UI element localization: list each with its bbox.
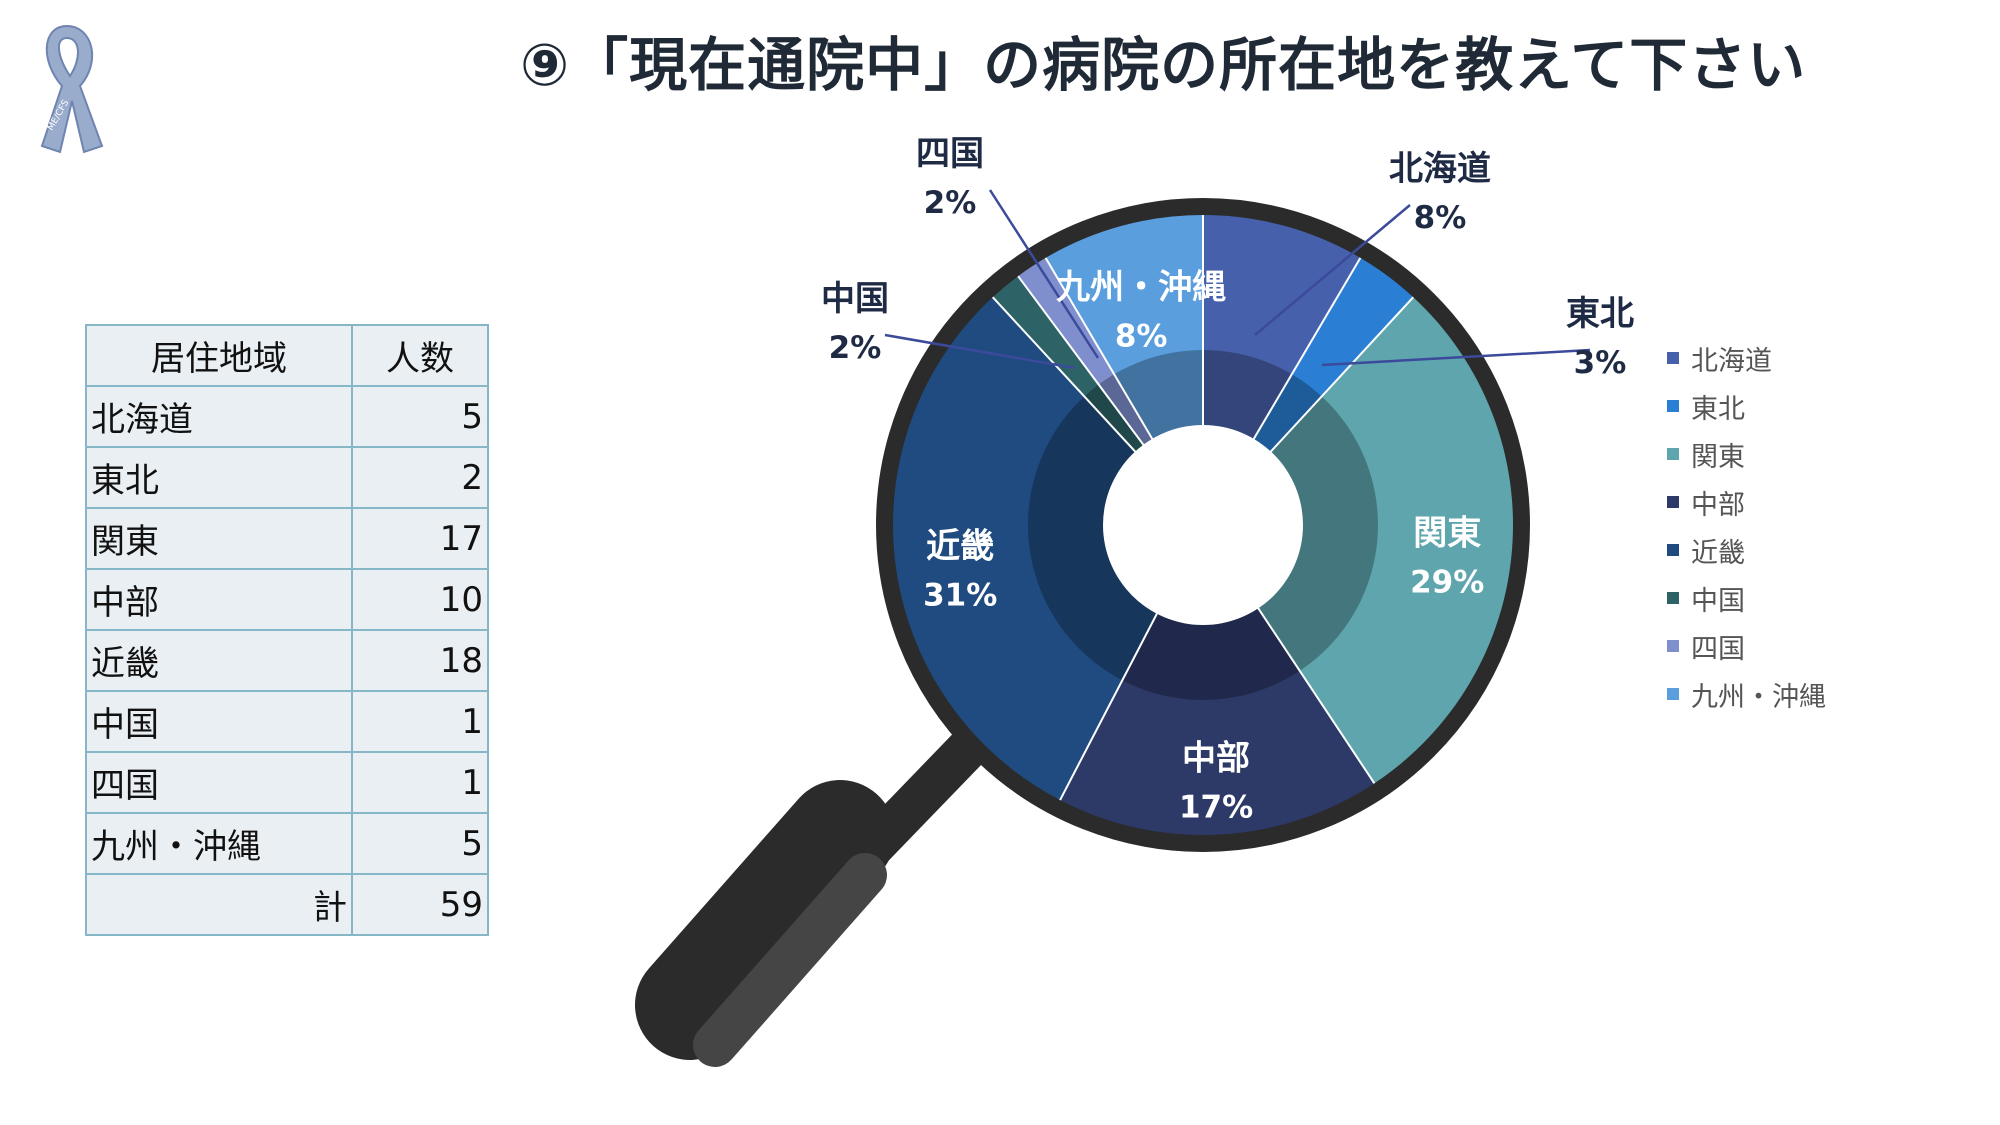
chart-legend: 北海道東北関東中部近畿中国四国九州・沖縄 — [1667, 334, 1826, 718]
legend-label: 近畿 — [1691, 537, 1745, 569]
table-row: 中部 10 — [85, 568, 489, 631]
row-region: 近畿 — [85, 629, 353, 692]
legend-swatch — [1667, 400, 1679, 412]
table-row: 関東 17 — [85, 507, 489, 570]
row-region: 四国 — [85, 751, 353, 814]
table-row: 九州・沖縄 5 — [85, 812, 489, 875]
table-row: 東北 2 — [85, 446, 489, 509]
table-header-row: 居住地域 人数 — [85, 324, 489, 387]
legend-label: 北海道 — [1691, 345, 1772, 377]
legend-swatch — [1667, 448, 1679, 460]
pie-slice — [1060, 525, 1375, 836]
row-region: 九州・沖縄 — [85, 812, 353, 875]
row-region: 関東 — [85, 507, 353, 570]
legend-swatch — [1667, 688, 1679, 700]
slice-percent-label: 2% — [829, 330, 882, 366]
slice-percent-label: 29% — [1410, 565, 1484, 601]
slice-percent-label: 17% — [1179, 790, 1253, 826]
legend-swatch — [1667, 544, 1679, 556]
legend-swatch — [1667, 592, 1679, 604]
legend-swatch — [1667, 496, 1679, 508]
legend-swatch — [1667, 640, 1679, 652]
slice-category-label: 中部 — [1182, 739, 1250, 779]
row-count: 5 — [351, 812, 489, 875]
slice-category-label: 関東 — [1413, 514, 1481, 554]
legend-label: 九州・沖縄 — [1691, 681, 1826, 713]
leader-line — [884, 333, 1076, 370]
legend-swatch — [1667, 352, 1679, 364]
legend-item: 北海道 — [1667, 334, 1826, 382]
leader-line — [988, 189, 1100, 359]
legend-label: 中部 — [1691, 489, 1745, 521]
legend-item: 中国 — [1667, 574, 1826, 622]
total-label: 計 — [85, 873, 353, 936]
magnifier-handle — [635, 695, 1021, 1067]
legend-label: 関東 — [1691, 441, 1745, 473]
legend-label: 四国 — [1691, 633, 1745, 665]
slice-percent-label: 8% — [1414, 200, 1467, 236]
donut-hole — [1103, 425, 1303, 625]
row-region: 中部 — [85, 568, 353, 631]
row-count: 1 — [351, 751, 489, 814]
row-count: 5 — [351, 385, 489, 448]
slice-percent-label: 31% — [923, 578, 997, 614]
table-total-row: 計 59 — [85, 873, 489, 936]
header-count: 人数 — [351, 324, 489, 387]
legend-item: 中部 — [1667, 478, 1826, 526]
slice-category-label: 北海道 — [1389, 149, 1491, 189]
slice-percent-label: 2% — [924, 185, 977, 221]
slice-category-label: 中国 — [821, 279, 889, 319]
leader-line — [1254, 204, 1411, 336]
header-region: 居住地域 — [85, 324, 353, 387]
slice-category-label: 東北 — [1566, 294, 1634, 334]
legend-item: 東北 — [1667, 382, 1826, 430]
row-region: 中国 — [85, 690, 353, 753]
page-title: ⑨「現在通院中」の病院の所在地を教えて下さい — [520, 31, 1807, 99]
row-region: 東北 — [85, 446, 353, 509]
legend-item: 関東 — [1667, 430, 1826, 478]
slice-percent-label: 8% — [1115, 318, 1168, 354]
row-count: 2 — [351, 446, 489, 509]
data-table: 居住地域 人数 北海道 5 東北 2 関東 17 中部 10 近畿 18 中国 1 四国 1 … — [85, 324, 489, 936]
pie-slice — [1203, 297, 1513, 784]
legend-item: 九州・沖縄 — [1667, 670, 1826, 718]
ribbon-logo: ME/CFS — [40, 24, 104, 154]
row-count: 18 — [351, 629, 489, 692]
slice-percent-label: 3% — [1574, 345, 1627, 381]
row-count: 10 — [351, 568, 489, 631]
legend-label: 中国 — [1691, 585, 1745, 617]
slice-category-label: 四国 — [916, 134, 984, 174]
row-region: 北海道 — [85, 385, 353, 448]
table-row: 近畿 18 — [85, 629, 489, 692]
slice-category-label: 九州・沖縄 — [1056, 267, 1226, 307]
table-row: 四国 1 — [85, 751, 489, 814]
legend-item: 近畿 — [1667, 526, 1826, 574]
total-value: 59 — [351, 873, 489, 936]
slice-category-label: 近畿 — [926, 527, 994, 567]
table-row: 北海道 5 — [85, 385, 489, 448]
legend-label: 東北 — [1691, 393, 1745, 425]
row-count: 17 — [351, 507, 489, 570]
table-row: 中国 1 — [85, 690, 489, 753]
pie-slice — [892, 297, 1203, 801]
legend-item: 四国 — [1667, 622, 1826, 670]
leader-line — [1321, 348, 1591, 367]
row-count: 1 — [351, 690, 489, 753]
